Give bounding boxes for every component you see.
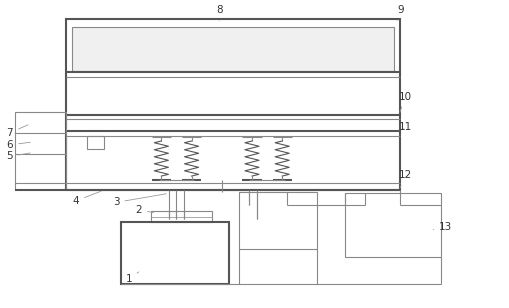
- Text: 1: 1: [125, 272, 139, 284]
- Bar: [72, 27, 394, 71]
- Bar: [239, 192, 318, 249]
- Text: 12: 12: [399, 170, 412, 188]
- Bar: [88, 136, 104, 149]
- Text: 8: 8: [216, 5, 222, 21]
- Text: 10: 10: [399, 91, 412, 112]
- Text: 6: 6: [7, 140, 30, 150]
- Text: 4: 4: [72, 191, 101, 206]
- Bar: [121, 222, 230, 284]
- Text: 11: 11: [399, 122, 412, 132]
- Bar: [66, 19, 401, 190]
- Text: 2: 2: [135, 205, 154, 215]
- Text: 3: 3: [112, 194, 166, 207]
- Text: 13: 13: [433, 221, 453, 232]
- Bar: [15, 112, 66, 154]
- Text: 5: 5: [7, 152, 30, 161]
- Text: 7: 7: [7, 125, 28, 138]
- Bar: [151, 212, 212, 222]
- Text: 9: 9: [397, 5, 404, 21]
- Bar: [345, 193, 441, 257]
